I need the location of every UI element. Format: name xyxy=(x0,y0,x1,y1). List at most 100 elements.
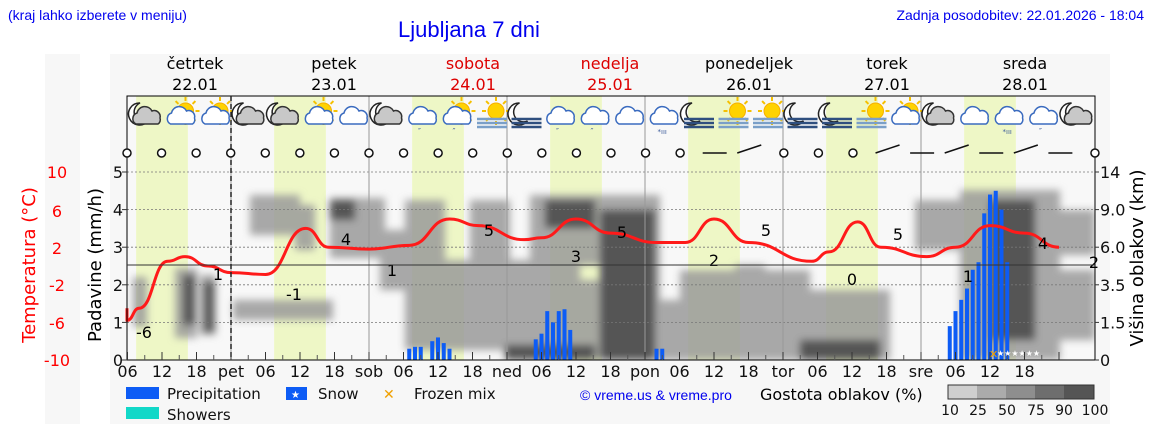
day-date: 28.01 xyxy=(1002,75,1048,94)
svg-text:12: 12 xyxy=(980,362,1000,381)
svg-text:18: 18 xyxy=(462,362,482,381)
snow-markers: ★★★★★★ xyxy=(997,349,1040,358)
calm-wind-marker xyxy=(502,148,513,158)
svg-text:06: 06 xyxy=(807,362,827,381)
cloud-icon xyxy=(339,105,369,125)
svg-text:06: 06 xyxy=(117,362,137,381)
calm-wind-marker xyxy=(260,148,271,158)
showers-swatch xyxy=(126,407,159,419)
temperature-axis: 10 6 2 -2 -6 -10 xyxy=(44,163,70,370)
moon-cloud-icon xyxy=(265,102,300,126)
sun-cloud-icon xyxy=(304,97,338,125)
calm-wind-marker xyxy=(329,148,340,158)
svg-text:-2: -2 xyxy=(49,276,65,295)
svg-text:10: 10 xyxy=(47,163,67,182)
calm-wind-marker xyxy=(295,148,305,158)
svg-text:9.0: 9.0 xyxy=(1100,201,1125,220)
sun-cloud-icon xyxy=(166,97,200,125)
sun-fog-icon xyxy=(477,97,510,129)
day-name: četrtek xyxy=(167,54,225,73)
calm-wind-marker xyxy=(467,148,478,158)
temperature-axis-label: Temperatura (°C) xyxy=(19,187,40,344)
calm-wind-marker xyxy=(191,148,201,158)
svg-text:pet: pet xyxy=(218,362,244,381)
svg-text:06: 06 xyxy=(531,362,551,381)
svg-text:″: ″ xyxy=(1039,127,1042,136)
svg-text:*ııı: *ııı xyxy=(658,128,667,136)
moon-cloud-icon xyxy=(127,102,162,126)
svg-text:5: 5 xyxy=(113,163,123,182)
cloud-height-axis: 14 9.0 6.0 3.5 1.5 0 xyxy=(1095,163,1125,370)
svg-text:1: 1 xyxy=(387,261,397,280)
svg-text:18: 18 xyxy=(324,362,344,381)
svg-text:12: 12 xyxy=(566,362,586,381)
svg-text:4: 4 xyxy=(113,201,123,220)
svg-text:pon: pon xyxy=(630,362,660,381)
cloud-density-scale: 10 25 50 75 90 100 xyxy=(941,384,1108,419)
temperature-axis-panel xyxy=(45,54,80,424)
day-date: 22.01 xyxy=(172,75,218,94)
svg-text:1: 1 xyxy=(113,313,123,332)
rain-cloud-icon: ″ xyxy=(580,105,610,136)
svg-text:06: 06 xyxy=(255,362,275,381)
svg-text:6.0: 6.0 xyxy=(1100,238,1125,257)
wind-barb xyxy=(1013,144,1039,154)
svg-text:ned: ned xyxy=(492,362,522,381)
svg-text:50: 50 xyxy=(998,403,1016,419)
svg-text:5: 5 xyxy=(761,221,771,240)
svg-text:75: 75 xyxy=(1027,403,1045,419)
wind-barb xyxy=(944,144,969,154)
precipitation-axis: 5 4 3 2 1 0 xyxy=(113,163,127,370)
calm-wind-marker xyxy=(779,148,789,158)
x-axis-ticks: 06 12 18 pet 06 12 18 sob 06 12 18 ned 06 12 18 pon 06 12… xyxy=(117,352,1060,381)
credit-link[interactable]: © vreme.us & vreme.pro xyxy=(580,387,732,403)
svg-text:Snow: Snow xyxy=(318,385,358,403)
svg-text:90: 90 xyxy=(1055,403,1073,419)
calm-wind-marker xyxy=(606,148,616,158)
day-name: nedelja xyxy=(581,54,640,73)
moon-cloud-icon xyxy=(369,102,403,126)
snow-cloud-icon: *ııı xyxy=(649,105,679,136)
rain-cloud-icon: ″ xyxy=(1029,105,1059,136)
day-name: torek xyxy=(866,54,908,73)
svg-text:Precipitation: Precipitation xyxy=(167,385,261,403)
precipitation-bars xyxy=(407,190,1010,360)
svg-text:6: 6 xyxy=(52,202,62,221)
svg-text:1: 1 xyxy=(213,265,223,284)
calm-wind-marker xyxy=(122,148,132,158)
sun-cloud-rain-icon: ″ xyxy=(442,97,476,136)
rain-cloud-icon: ″ xyxy=(408,105,438,136)
svg-text:5: 5 xyxy=(617,223,627,242)
day-name: sobota xyxy=(446,54,500,73)
svg-text:25: 25 xyxy=(969,403,987,419)
calm-wind-marker xyxy=(225,148,236,158)
location-hint: (kraj lahko izberete v meniju) xyxy=(8,7,187,23)
day-name: sreda xyxy=(1003,54,1047,73)
moon-cloud-icon xyxy=(231,102,265,126)
svg-text:06: 06 xyxy=(393,362,413,381)
calm-wind-marker xyxy=(813,148,824,158)
svg-text:0: 0 xyxy=(113,351,123,370)
svg-text:″: ″ xyxy=(556,127,559,136)
svg-text:14: 14 xyxy=(1100,163,1120,182)
svg-text:18: 18 xyxy=(738,362,758,381)
temperature-line xyxy=(125,217,1060,323)
sun-cloud-icon xyxy=(891,97,924,125)
svg-text:-6: -6 xyxy=(136,323,152,342)
calm-wind-marker xyxy=(1090,148,1100,158)
snow-swatch xyxy=(286,387,307,400)
svg-text:12: 12 xyxy=(704,362,724,381)
svg-text:″: ″ xyxy=(453,127,456,136)
svg-text:5: 5 xyxy=(484,221,494,240)
svg-text:3: 3 xyxy=(113,238,123,257)
day-date: 26.01 xyxy=(726,75,772,94)
svg-text:3.5: 3.5 xyxy=(1100,276,1125,295)
svg-text:18: 18 xyxy=(876,362,896,381)
day-date: 25.01 xyxy=(587,75,633,94)
svg-text:″: ″ xyxy=(418,127,421,136)
svg-text:2: 2 xyxy=(113,276,123,295)
rain-cloud-icon: ″ xyxy=(546,105,576,136)
snow-cloud-icon: *ııı xyxy=(994,105,1024,136)
calm-wind-marker xyxy=(640,148,651,158)
